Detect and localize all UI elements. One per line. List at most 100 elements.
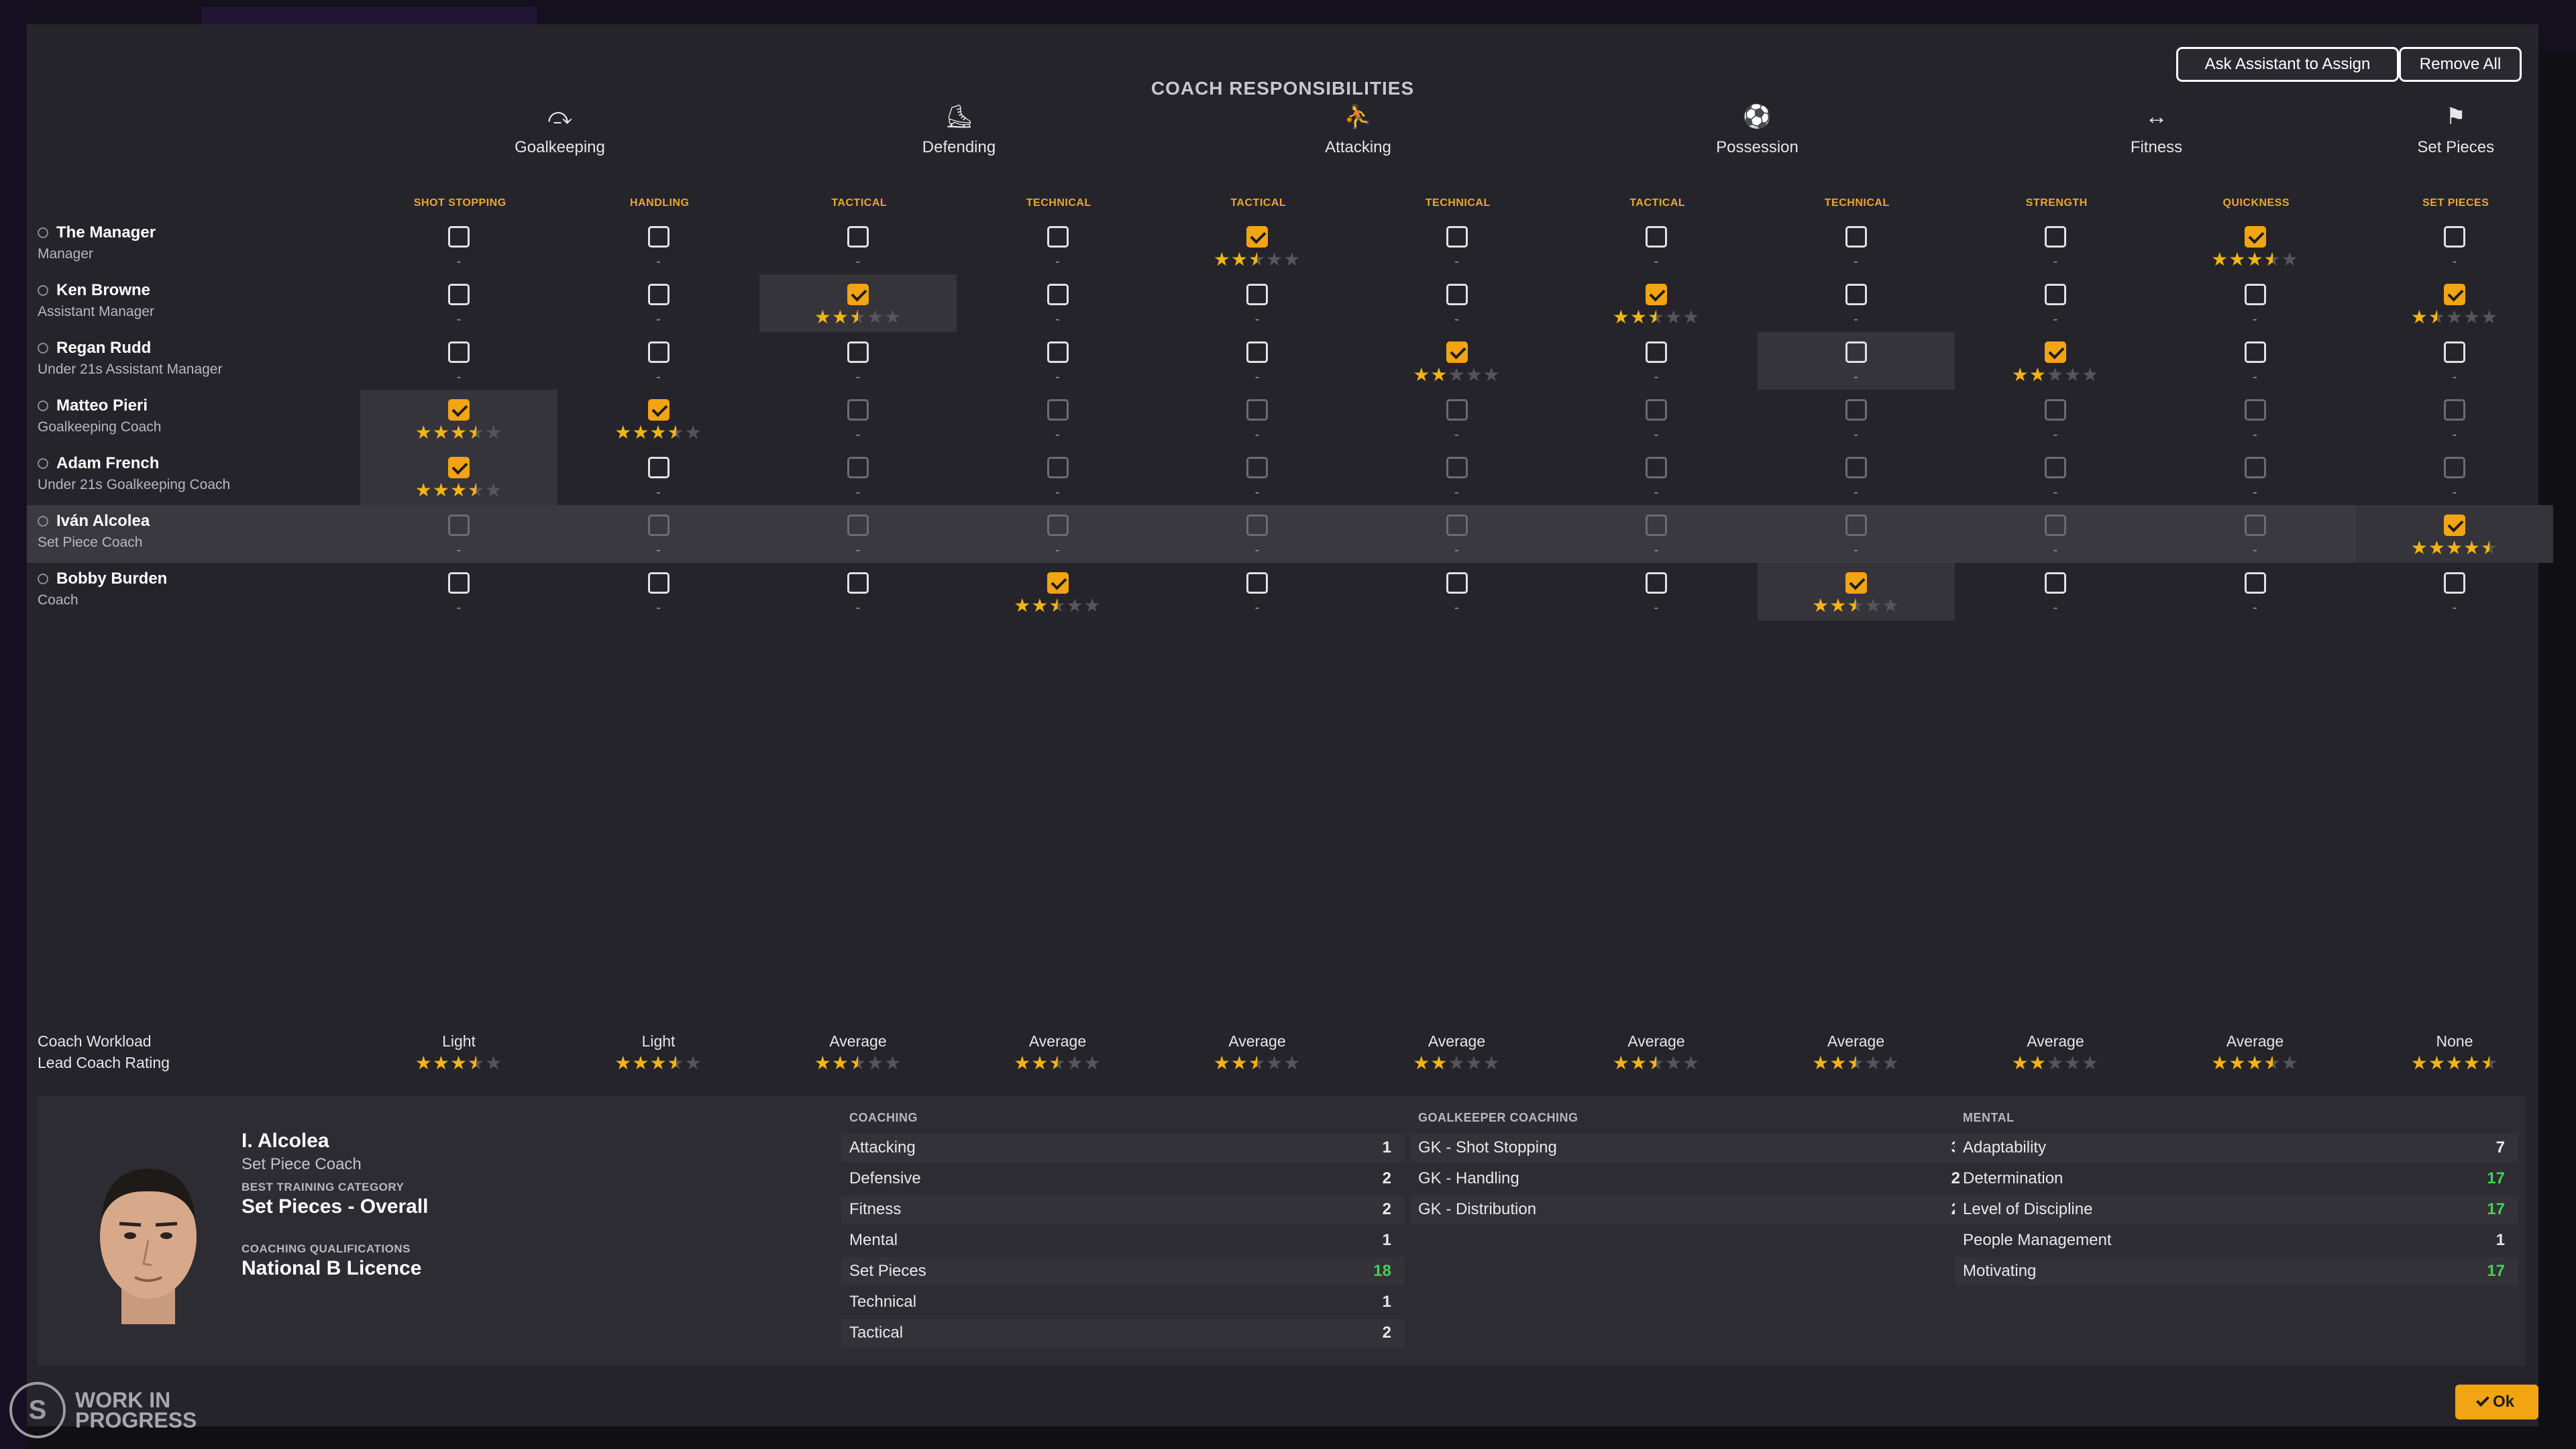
checked-checkbox[interactable] [1246,226,1268,248]
checked-checkbox[interactable] [2045,341,2066,363]
checkbox[interactable] [847,457,869,478]
checkbox[interactable] [647,572,669,594]
staff-name[interactable]: Matteo Pieri [38,396,161,415]
checkbox[interactable] [2244,341,2266,363]
checkbox[interactable] [1246,457,1268,478]
staff-row[interactable]: Ken Browne Assistant Manager - - ★★★★★ - - - ★★★… [27,274,2538,332]
checked-checkbox[interactable] [2444,284,2465,305]
checked-checkbox[interactable] [647,399,669,421]
checkbox[interactable] [1646,457,1667,478]
checked-checkbox[interactable] [2244,226,2266,248]
checkbox[interactable] [1845,284,1867,305]
checkbox[interactable] [847,341,869,363]
checked-checkbox[interactable] [2444,515,2465,536]
checkbox[interactable] [448,341,470,363]
checkbox[interactable] [1845,457,1867,478]
checked-checkbox[interactable] [1446,341,1468,363]
checkbox[interactable] [1845,341,1867,363]
staff-row[interactable]: The Manager Manager - - - - ★★★★★ - - - - ★★★★★ - [27,217,2538,274]
staff-name-text[interactable]: Matteo Pieri [56,396,148,415]
checkbox[interactable] [448,572,470,594]
checkbox[interactable] [2444,572,2465,594]
staff-info[interactable]: Bobby Burden Coach [38,570,167,608]
staff-name-text[interactable]: Ken Browne [56,281,151,299]
checkbox[interactable] [2444,341,2465,363]
checkbox[interactable] [2444,226,2465,248]
checkbox[interactable] [647,341,669,363]
checkbox[interactable] [2045,572,2066,594]
checkbox[interactable] [1246,572,1268,594]
checkbox[interactable] [2045,515,2066,536]
staff-info[interactable]: Regan Rudd Under 21s Assistant Manager [38,339,222,378]
checkbox[interactable] [1646,341,1667,363]
checkbox[interactable] [1446,399,1468,421]
checkbox[interactable] [1845,399,1867,421]
checkbox[interactable] [1046,284,1069,305]
checkbox[interactable] [1845,226,1867,248]
remove-all-button[interactable]: Remove All [2399,47,2522,82]
checkbox[interactable] [2045,399,2066,421]
checked-checkbox[interactable] [448,399,470,421]
staff-name[interactable]: Regan Rudd [38,339,222,358]
checkbox[interactable] [1046,457,1069,478]
checkbox[interactable] [1246,515,1268,536]
staff-row[interactable]: Iván Alcolea Set Piece Coach - - - - - - - - - - ★★★… [27,505,2553,563]
checkbox[interactable] [1246,341,1268,363]
checkbox[interactable] [1446,515,1468,536]
ok-button[interactable]: Ok [2455,1385,2538,1419]
checkbox[interactable] [2244,572,2266,594]
checkbox[interactable] [2444,399,2465,421]
checkbox[interactable] [2244,515,2266,536]
checkbox[interactable] [1646,399,1667,421]
checkbox[interactable] [1246,399,1268,421]
checkbox[interactable] [1646,515,1667,536]
staff-info[interactable]: Adam French Under 21s Goalkeeping Coach [38,454,230,493]
staff-info[interactable]: The Manager Manager [38,223,156,262]
staff-name[interactable]: Ken Browne [38,281,154,300]
checkbox[interactable] [1046,226,1069,248]
checkbox[interactable] [1046,341,1069,363]
checkbox[interactable] [2045,226,2066,248]
staff-info[interactable]: Matteo Pieri Goalkeeping Coach [38,396,161,435]
checked-checkbox[interactable] [847,284,869,305]
checkbox[interactable] [448,226,470,248]
staff-row[interactable]: Adam French Under 21s Goalkeeping Coach ★★… [27,447,2538,505]
checked-checkbox[interactable] [448,457,470,478]
staff-name-text[interactable]: Regan Rudd [56,339,152,357]
checkbox[interactable] [1845,515,1867,536]
staff-info[interactable]: Ken Browne Assistant Manager [38,281,154,320]
checkbox[interactable] [1646,572,1667,594]
ask-assistant-button[interactable]: Ask Assistant to Assign [2176,47,2399,82]
staff-info[interactable]: Iván Alcolea Set Piece Coach [38,512,150,551]
checkbox[interactable] [2244,284,2266,305]
checkbox[interactable] [2045,284,2066,305]
checkbox[interactable] [647,515,669,536]
staff-name[interactable]: The Manager [38,223,156,242]
checkbox[interactable] [1046,515,1069,536]
staff-name[interactable]: Iván Alcolea [38,512,150,531]
staff-name-text[interactable]: Iván Alcolea [56,512,150,530]
checkbox[interactable] [647,284,669,305]
checkbox[interactable] [647,457,669,478]
staff-name-text[interactable]: Bobby Burden [56,570,168,588]
staff-row[interactable]: Regan Rudd Under 21s Assistant Manager - - -… [27,332,2538,390]
staff-name-text[interactable]: Adam French [56,454,160,472]
checkbox[interactable] [1446,572,1468,594]
checkbox[interactable] [847,572,869,594]
checkbox[interactable] [1446,457,1468,478]
checkbox[interactable] [448,515,470,536]
checked-checkbox[interactable] [1046,572,1069,594]
checkbox[interactable] [847,226,869,248]
checkbox[interactable] [647,226,669,248]
checked-checkbox[interactable] [1646,284,1667,305]
checkbox[interactable] [1446,226,1468,248]
checkbox[interactable] [448,284,470,305]
checkbox[interactable] [847,515,869,536]
staff-row[interactable]: Matteo Pieri Goalkeeping Coach ★★★★★ ★★★★★ -… [27,390,2538,447]
staff-name-text[interactable]: The Manager [56,223,156,241]
staff-name[interactable]: Bobby Burden [38,570,167,588]
checkbox[interactable] [847,399,869,421]
checkbox[interactable] [1446,284,1468,305]
checked-checkbox[interactable] [1845,572,1867,594]
checkbox[interactable] [2244,399,2266,421]
